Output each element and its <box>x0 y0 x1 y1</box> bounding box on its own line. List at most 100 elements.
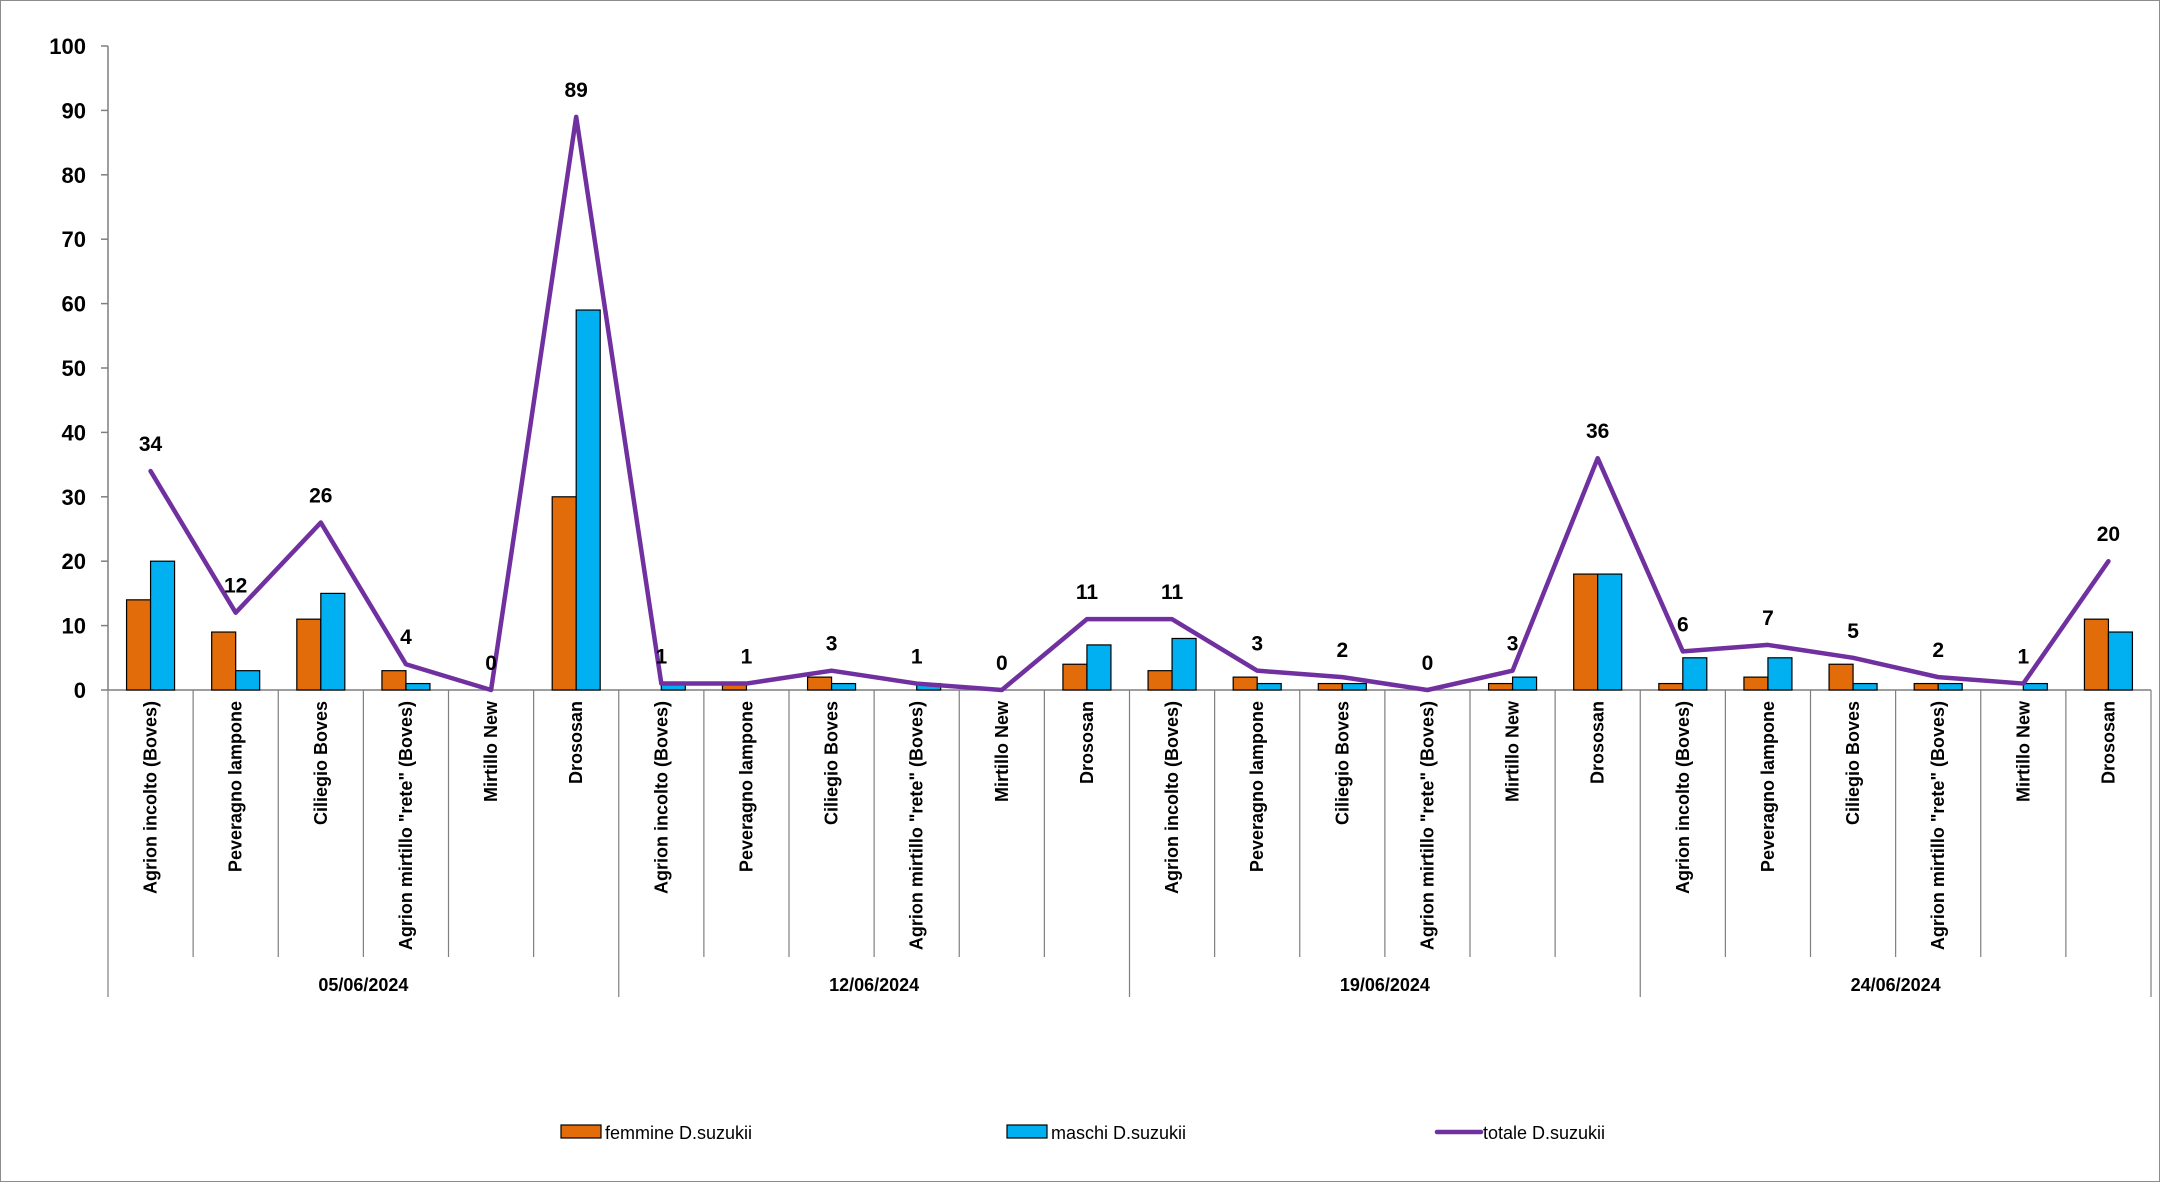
category-label: Ciliegio Boves <box>311 701 331 825</box>
bar-maschi <box>1256 682 1282 691</box>
category-label: Agrion mirtillo "rete" (Boves) <box>1417 701 1437 950</box>
bar-femmine <box>211 631 237 691</box>
category-label: Agrion incolto (Boves) <box>1673 701 1693 894</box>
y-tick-label: 90 <box>62 98 86 123</box>
total-data-label: 1 <box>911 646 923 669</box>
y-tick-label: 0 <box>74 678 86 703</box>
category-label: Drososan <box>566 701 586 784</box>
bar-maschi <box>1086 644 1112 691</box>
total-data-label: 36 <box>1586 420 1609 443</box>
bar-maschi <box>1171 637 1197 691</box>
bar-femmine <box>1828 663 1854 691</box>
y-tick-label: 40 <box>62 420 86 445</box>
bar-maschi <box>2022 682 2048 691</box>
bar-femmine <box>125 599 152 691</box>
total-data-label: 2 <box>1336 639 1348 662</box>
y-tick-label: 20 <box>62 549 86 574</box>
total-data-label: 5 <box>1847 620 1859 643</box>
bar-maschi <box>1341 682 1367 691</box>
bar-femmine <box>296 618 322 691</box>
bar-femmine <box>1743 676 1769 691</box>
bar-maschi <box>149 560 176 691</box>
bar-femmine <box>1232 676 1258 691</box>
date-group-label: 05/06/2024 <box>318 975 408 995</box>
bar-maschi <box>2107 631 2134 691</box>
bar-maschi <box>1597 573 1623 691</box>
total-data-label: 1 <box>655 646 667 669</box>
legend-label: femmine D.suzukii <box>605 1123 752 1143</box>
total-data-label: 3 <box>1251 633 1263 656</box>
category-label: Mirtillo New <box>2013 700 2033 802</box>
bar-maschi <box>575 309 601 691</box>
bar-maschi <box>405 682 431 691</box>
bar-maschi <box>1767 657 1793 691</box>
category-label: Ciliegio Boves <box>1332 701 1352 825</box>
category-label: Agrion incolto (Boves) <box>141 701 161 894</box>
total-data-label: 3 <box>826 633 838 656</box>
total-data-label: 34 <box>139 433 163 456</box>
category-label: Drososan <box>1077 701 1097 784</box>
bar-maschi <box>320 592 346 691</box>
category-label: Agrion incolto (Boves) <box>651 701 671 894</box>
category-label: Agrion mirtillo "rete" (Boves) <box>1928 701 1948 950</box>
total-line <box>148 114 2111 693</box>
total-data-label: 6 <box>1677 613 1689 636</box>
total-data-label: 11 <box>1076 581 1099 604</box>
date-group-label: 24/06/2024 <box>1851 975 1941 995</box>
bar-femmine <box>1658 682 1684 691</box>
category-label: Peveragno lampone <box>226 701 246 872</box>
category-label: Drososan <box>2098 701 2118 784</box>
total-data-label: 0 <box>1422 652 1434 675</box>
bars <box>125 309 2134 691</box>
legend-swatch-femmine <box>560 1124 602 1139</box>
bar-maschi <box>830 682 857 691</box>
total-data-label: 3 <box>1507 633 1519 656</box>
total-data-label: 7 <box>1762 607 1774 630</box>
bar-maschi <box>1937 682 1963 691</box>
total-data-label: 0 <box>996 652 1008 675</box>
total-data-label: 26 <box>309 485 332 508</box>
category-label: Peveragno lampone <box>1758 701 1778 872</box>
total-data-label: 12 <box>224 575 247 598</box>
total-data-label: 4 <box>400 626 412 649</box>
y-tick-label: 10 <box>62 614 86 639</box>
y-tick-label: 70 <box>62 227 86 252</box>
bar-femmine <box>1573 573 1599 691</box>
bar-maschi <box>235 670 261 691</box>
bar-femmine <box>1913 682 1939 691</box>
category-label: Drososan <box>1588 701 1608 784</box>
legend-swatch-maschi <box>1006 1124 1048 1139</box>
legend-label: totale D.suzukii <box>1483 1123 1605 1143</box>
bar-femmine <box>1147 670 1173 691</box>
category-label: Mirtillo New <box>992 700 1012 802</box>
y-tick-label: 80 <box>62 163 86 188</box>
total-data-label: 1 <box>741 646 753 669</box>
y-tick-label: 60 <box>62 292 86 317</box>
category-label: Ciliegio Boves <box>822 701 842 825</box>
bar-femmine <box>2083 618 2110 691</box>
total-data-label: 11 <box>1161 581 1184 604</box>
bar-femmine <box>551 496 577 691</box>
total-data-label: 20 <box>2097 523 2120 546</box>
category-label: Mirtillo New <box>481 700 501 802</box>
bar-maschi <box>1682 657 1708 691</box>
bar-maschi <box>1852 682 1878 691</box>
total-data-label: 2 <box>1932 639 1944 662</box>
bar-maschi <box>1511 676 1538 691</box>
category-label: Peveragno lampone <box>736 701 756 872</box>
y-tick-label: 50 <box>62 356 86 381</box>
total-line-layer <box>148 114 2111 693</box>
total-data-label: 0 <box>485 652 497 675</box>
y-tick-label: 30 <box>62 485 86 510</box>
category-label: Agrion mirtillo "rete" (Boves) <box>907 701 927 950</box>
total-data-label: 1 <box>2017 646 2029 669</box>
bar-femmine <box>1487 682 1514 691</box>
total-data-label: 89 <box>565 79 588 102</box>
category-label: Ciliegio Boves <box>1843 701 1863 825</box>
bar-femmine <box>1317 682 1343 691</box>
legend: femmine D.suzukii maschi D.suzukii totale … <box>560 1123 1605 1143</box>
